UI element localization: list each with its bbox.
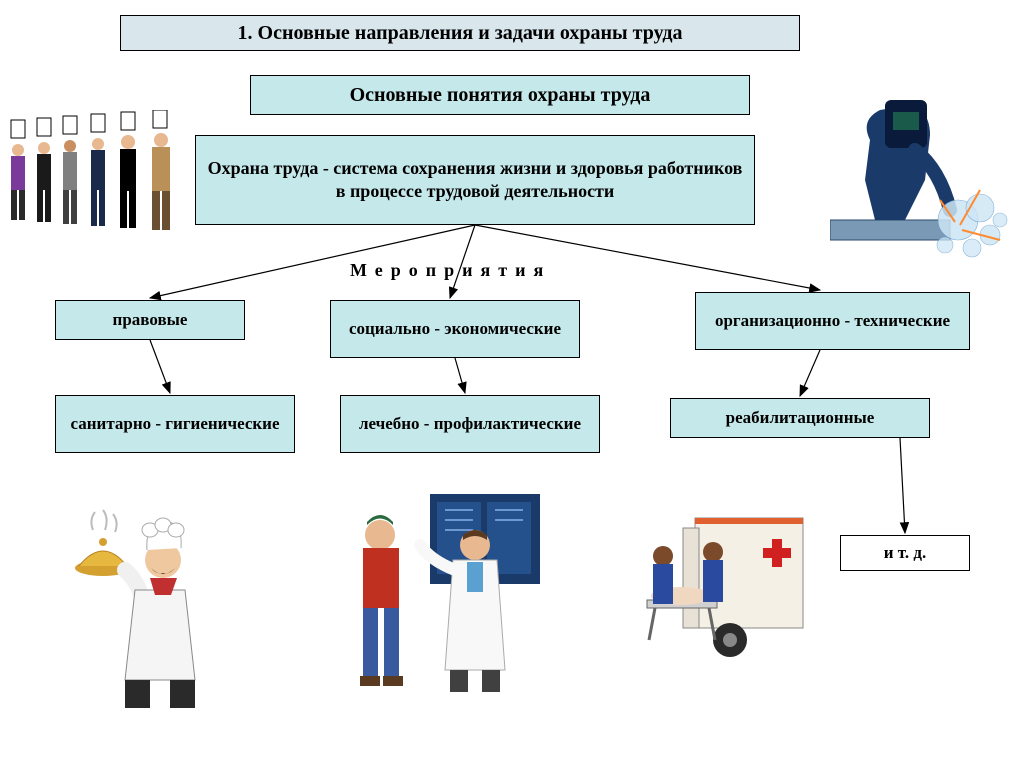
doctor-patient-illustration (335, 490, 545, 700)
measure-medical: лечебно - профилактические (340, 395, 600, 453)
concept-header: Основные понятия охраны труда (250, 75, 750, 115)
people-scorecards-illustration (5, 110, 200, 230)
slide-title: 1. Основные направления и задачи охраны … (120, 15, 800, 51)
ambulance-illustration (635, 500, 805, 665)
measure-org-tech: организационно - технические (695, 292, 970, 350)
definition-box: Охрана труда - система сохранения жизни … (195, 135, 755, 225)
section-label-measures: Мероприятия (350, 260, 551, 281)
measure-sanitary: санитарно - гигиенические (55, 395, 295, 453)
measure-etc: и т. д. (840, 535, 970, 571)
measure-socio-economic: социально - экономические (330, 300, 580, 358)
welder-illustration (830, 90, 1020, 270)
measure-legal: правовые (55, 300, 245, 340)
measure-rehab: реабилитационные (670, 398, 930, 438)
chef-illustration (65, 480, 225, 710)
